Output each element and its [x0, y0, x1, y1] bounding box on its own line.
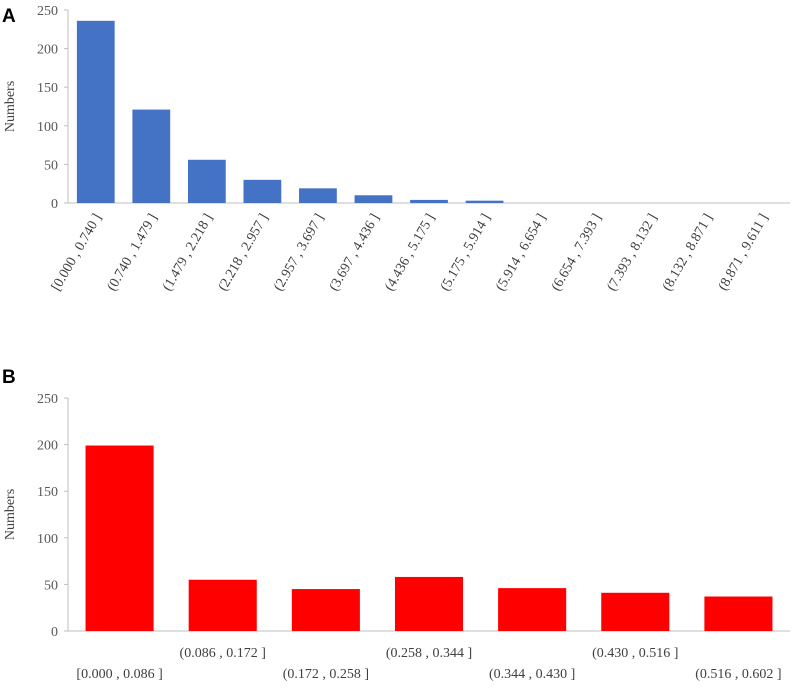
x-tick-label-a: (6.654 , 7.393 ] — [549, 212, 605, 294]
x-tick-label-b: (0.430 , 0.516 ] — [592, 646, 678, 661]
y-tick-label-b: 50 — [44, 578, 58, 593]
y-axis-title-a: Numbers — [3, 81, 18, 132]
x-tick-label-b: (0.516 , 0.602 ] — [695, 667, 781, 682]
y-axis-title-b: Numbers — [3, 489, 18, 540]
bar-b — [498, 588, 567, 631]
x-tick-label-b: (0.344 , 0.430 ] — [489, 667, 575, 682]
x-tick-label-b: (0.086 , 0.172 ] — [180, 646, 266, 661]
bar-b — [601, 592, 670, 631]
bar-a — [76, 20, 115, 204]
y-tick-label-a: 0 — [51, 197, 58, 212]
x-tick-label-a: (5.175 , 5.914 ] — [438, 212, 494, 294]
x-tick-label-a: (8.871 , 9.611 ] — [716, 212, 772, 294]
y-tick-label-b: 0 — [51, 625, 58, 640]
bar-b — [394, 576, 464, 631]
bar-b — [188, 579, 257, 631]
x-tick-label-a: (2.957 , 3.697 ] — [271, 212, 327, 294]
bar-b — [704, 596, 773, 631]
bar-a — [299, 188, 337, 203]
x-tick-label-b: (0.258 , 0.344 ] — [386, 646, 472, 661]
panel-label-b: B — [2, 367, 16, 388]
bar-a — [410, 199, 448, 203]
y-tick-label-b: 150 — [37, 485, 58, 500]
bar-a — [354, 195, 393, 203]
x-tick-label-b: (0.172 , 0.258 ] — [283, 667, 369, 682]
x-tick-label-a: [0.000 , 0.740 ] — [49, 212, 105, 294]
bar-a — [243, 179, 282, 203]
x-tick-label-a: (8.132 , 8.871 ] — [660, 212, 716, 294]
bar-a — [465, 200, 504, 203]
x-tick-label-a: (3.697 , 4.436 ] — [327, 212, 383, 294]
chart-b: 0 50 100 150 200 250 Numbers [0.000 , 0.086 ] (0… — [3, 392, 790, 682]
y-tick-label-a: 150 — [37, 81, 58, 96]
y-tick-label-a: 250 — [37, 4, 58, 19]
y-tick-label-a: 100 — [37, 120, 58, 135]
x-tick-label-b: [0.000 , 0.086 ] — [76, 667, 162, 682]
x-tick-label-a: (0.740 , 1.479 ] — [105, 212, 161, 294]
y-tick-label-b: 200 — [37, 439, 58, 454]
y-tick-label-a: 200 — [37, 43, 58, 58]
y-tick-label-a: 50 — [44, 158, 58, 173]
y-tick-label-b: 250 — [37, 392, 58, 407]
bar-a — [132, 109, 171, 203]
x-tick-label-a: (4.436 , 5.175 ] — [382, 212, 438, 294]
bar-b — [291, 589, 360, 631]
chart-a: 0 50 100 150 200 250 Numbers [0.000 , 0.740 ] (0… — [3, 4, 790, 294]
x-tick-label-a: (1.479 , 2.218 ] — [160, 212, 216, 294]
x-tick-label-a: (5.914 , 6.654 ] — [493, 212, 549, 294]
bar-b — [85, 445, 154, 631]
panel-label-a: A — [2, 6, 16, 27]
y-tick-label-b: 100 — [37, 532, 58, 547]
x-tick-label-a: (2.218 , 2.957 ] — [216, 212, 272, 294]
bar-a — [187, 159, 226, 203]
x-tick-label-a: (7.393 , 8.132 ] — [604, 212, 660, 294]
